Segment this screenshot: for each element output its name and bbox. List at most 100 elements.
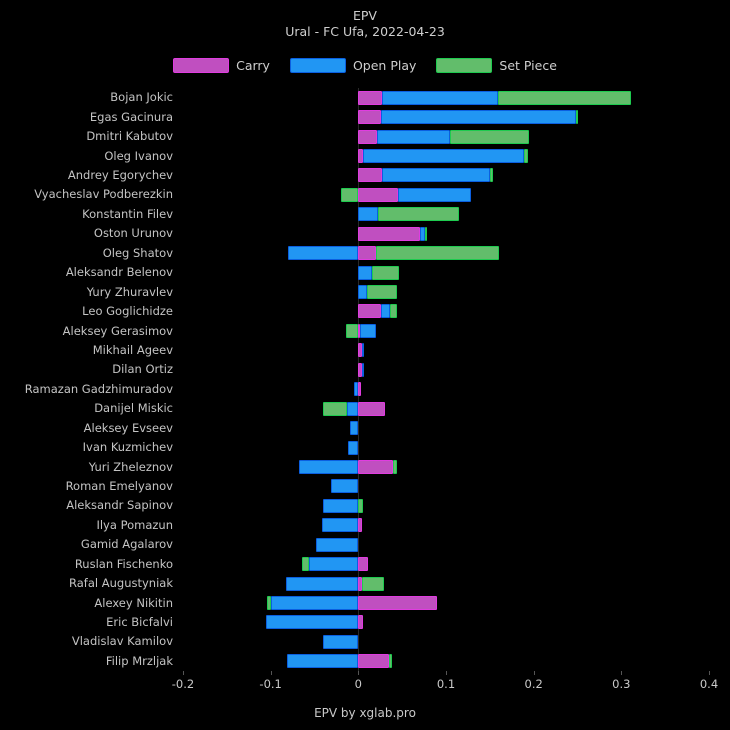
bar-segment-open-play[interactable] xyxy=(360,323,376,338)
bar-row[interactable] xyxy=(183,205,709,224)
bar-segment-open-play[interactable] xyxy=(358,265,373,280)
bar-row[interactable] xyxy=(183,88,709,107)
bar-row[interactable] xyxy=(183,166,709,185)
bar-segment-set-piece[interactable] xyxy=(323,401,347,416)
bar-segment-open-play[interactable] xyxy=(270,595,359,610)
bar-segment-open-play[interactable] xyxy=(382,90,498,105)
bar-segment-set-piece[interactable] xyxy=(524,149,528,163)
bar-segment-open-play[interactable] xyxy=(362,149,524,163)
bar-segment-carry[interactable] xyxy=(358,595,438,610)
bar-row[interactable] xyxy=(183,613,709,632)
bar-segment-open-play[interactable] xyxy=(287,654,359,669)
bar-segment-open-play[interactable] xyxy=(353,382,359,397)
bar-segment-open-play[interactable] xyxy=(323,634,359,649)
bar-segment-carry[interactable] xyxy=(358,576,362,591)
bar-row[interactable] xyxy=(183,574,709,593)
bar-segment-set-piece[interactable] xyxy=(361,576,384,591)
bar-segment-set-piece[interactable] xyxy=(358,498,363,513)
bar-segment-carry[interactable] xyxy=(358,149,363,163)
bar-row[interactable] xyxy=(183,185,709,204)
bar-row[interactable] xyxy=(183,399,709,418)
bar-row[interactable] xyxy=(183,282,709,301)
bar-segment-open-play[interactable] xyxy=(266,615,359,630)
bar-segment-carry[interactable] xyxy=(358,459,394,474)
bar-segment-carry[interactable] xyxy=(358,382,361,397)
bar-segment-carry[interactable] xyxy=(358,654,389,669)
bar-segment-set-piece[interactable] xyxy=(302,557,310,572)
bar-segment-open-play[interactable] xyxy=(361,343,365,358)
bar-segment-carry[interactable] xyxy=(358,323,361,338)
bar-segment-open-play[interactable] xyxy=(419,226,425,241)
bar-segment-open-play[interactable] xyxy=(346,401,359,416)
bar-segment-open-play[interactable] xyxy=(288,246,359,261)
bar-row[interactable] xyxy=(183,535,709,554)
bar-segment-set-piece[interactable] xyxy=(340,187,359,202)
bar-row[interactable] xyxy=(183,418,709,437)
bar-segment-open-play[interactable] xyxy=(298,459,359,474)
bar-segment-open-play[interactable] xyxy=(349,421,359,436)
bar-row[interactable] xyxy=(183,554,709,573)
bar-segment-carry[interactable] xyxy=(358,518,362,533)
bar-segment-set-piece[interactable] xyxy=(575,110,579,125)
bar-segment-open-play[interactable] xyxy=(316,537,359,552)
bar-segment-open-play[interactable] xyxy=(358,207,378,222)
bar-segment-open-play[interactable] xyxy=(322,518,359,533)
bar-row[interactable] xyxy=(183,107,709,126)
bar-row[interactable] xyxy=(183,321,709,340)
bar-segment-set-piece[interactable] xyxy=(372,265,399,280)
bar-segment-carry[interactable] xyxy=(358,129,377,144)
bar-segment-open-play[interactable] xyxy=(381,110,576,125)
bar-row[interactable] xyxy=(183,593,709,612)
bar-row[interactable] xyxy=(183,302,709,321)
bar-segment-carry[interactable] xyxy=(358,187,398,202)
bar-row[interactable] xyxy=(183,146,709,165)
bar-row[interactable] xyxy=(183,496,709,515)
bar-segment-set-piece[interactable] xyxy=(389,654,392,669)
bar-segment-set-piece[interactable] xyxy=(497,90,631,105)
bar-segment-set-piece[interactable] xyxy=(346,323,359,338)
bar-segment-carry[interactable] xyxy=(358,401,385,416)
bar-row[interactable] xyxy=(183,341,709,360)
bar-segment-carry[interactable] xyxy=(358,246,376,261)
bar-row[interactable] xyxy=(183,243,709,262)
bar-segment-set-piece[interactable] xyxy=(424,226,427,241)
bar-segment-set-piece[interactable] xyxy=(489,168,494,183)
bar-segment-set-piece[interactable] xyxy=(393,459,397,474)
bar-row[interactable] xyxy=(183,438,709,457)
bar-segment-open-play[interactable] xyxy=(361,362,365,377)
bar-segment-carry[interactable] xyxy=(358,168,382,183)
bar-segment-carry[interactable] xyxy=(358,615,363,630)
bar-segment-open-play[interactable] xyxy=(323,498,359,513)
bar-segment-carry[interactable] xyxy=(358,304,382,319)
bar-segment-open-play[interactable] xyxy=(286,576,359,591)
bar-row[interactable] xyxy=(183,380,709,399)
bar-segment-set-piece[interactable] xyxy=(267,595,271,610)
bar-segment-set-piece[interactable] xyxy=(377,207,460,222)
legend-item-carry[interactable]: Carry xyxy=(173,58,270,73)
bar-segment-open-play[interactable] xyxy=(397,187,472,202)
bar-segment-open-play[interactable] xyxy=(381,304,390,319)
bar-segment-carry[interactable] xyxy=(358,362,362,377)
bar-segment-carry[interactable] xyxy=(358,110,382,125)
bar-segment-carry[interactable] xyxy=(358,226,420,241)
bar-row[interactable] xyxy=(183,632,709,651)
bar-row[interactable] xyxy=(183,224,709,243)
bar-segment-set-piece[interactable] xyxy=(375,246,499,261)
bar-row[interactable] xyxy=(183,263,709,282)
bar-row[interactable] xyxy=(183,516,709,535)
bar-row[interactable] xyxy=(183,127,709,146)
bar-segment-carry[interactable] xyxy=(358,343,362,358)
legend-item-set-piece[interactable]: Set Piece xyxy=(436,58,557,73)
bar-segment-open-play[interactable] xyxy=(309,557,359,572)
bar-row[interactable] xyxy=(183,652,709,671)
bar-segment-open-play[interactable] xyxy=(358,285,368,300)
bar-row[interactable] xyxy=(183,477,709,496)
bar-segment-open-play[interactable] xyxy=(331,479,359,494)
legend-item-open-play[interactable]: Open Play xyxy=(289,58,416,73)
bar-row[interactable] xyxy=(183,360,709,379)
bar-segment-set-piece[interactable] xyxy=(367,285,397,300)
bar-segment-open-play[interactable] xyxy=(347,440,359,455)
bar-segment-carry[interactable] xyxy=(358,557,368,572)
bar-segment-carry[interactable] xyxy=(358,90,382,105)
bar-segment-set-piece[interactable] xyxy=(389,304,397,319)
